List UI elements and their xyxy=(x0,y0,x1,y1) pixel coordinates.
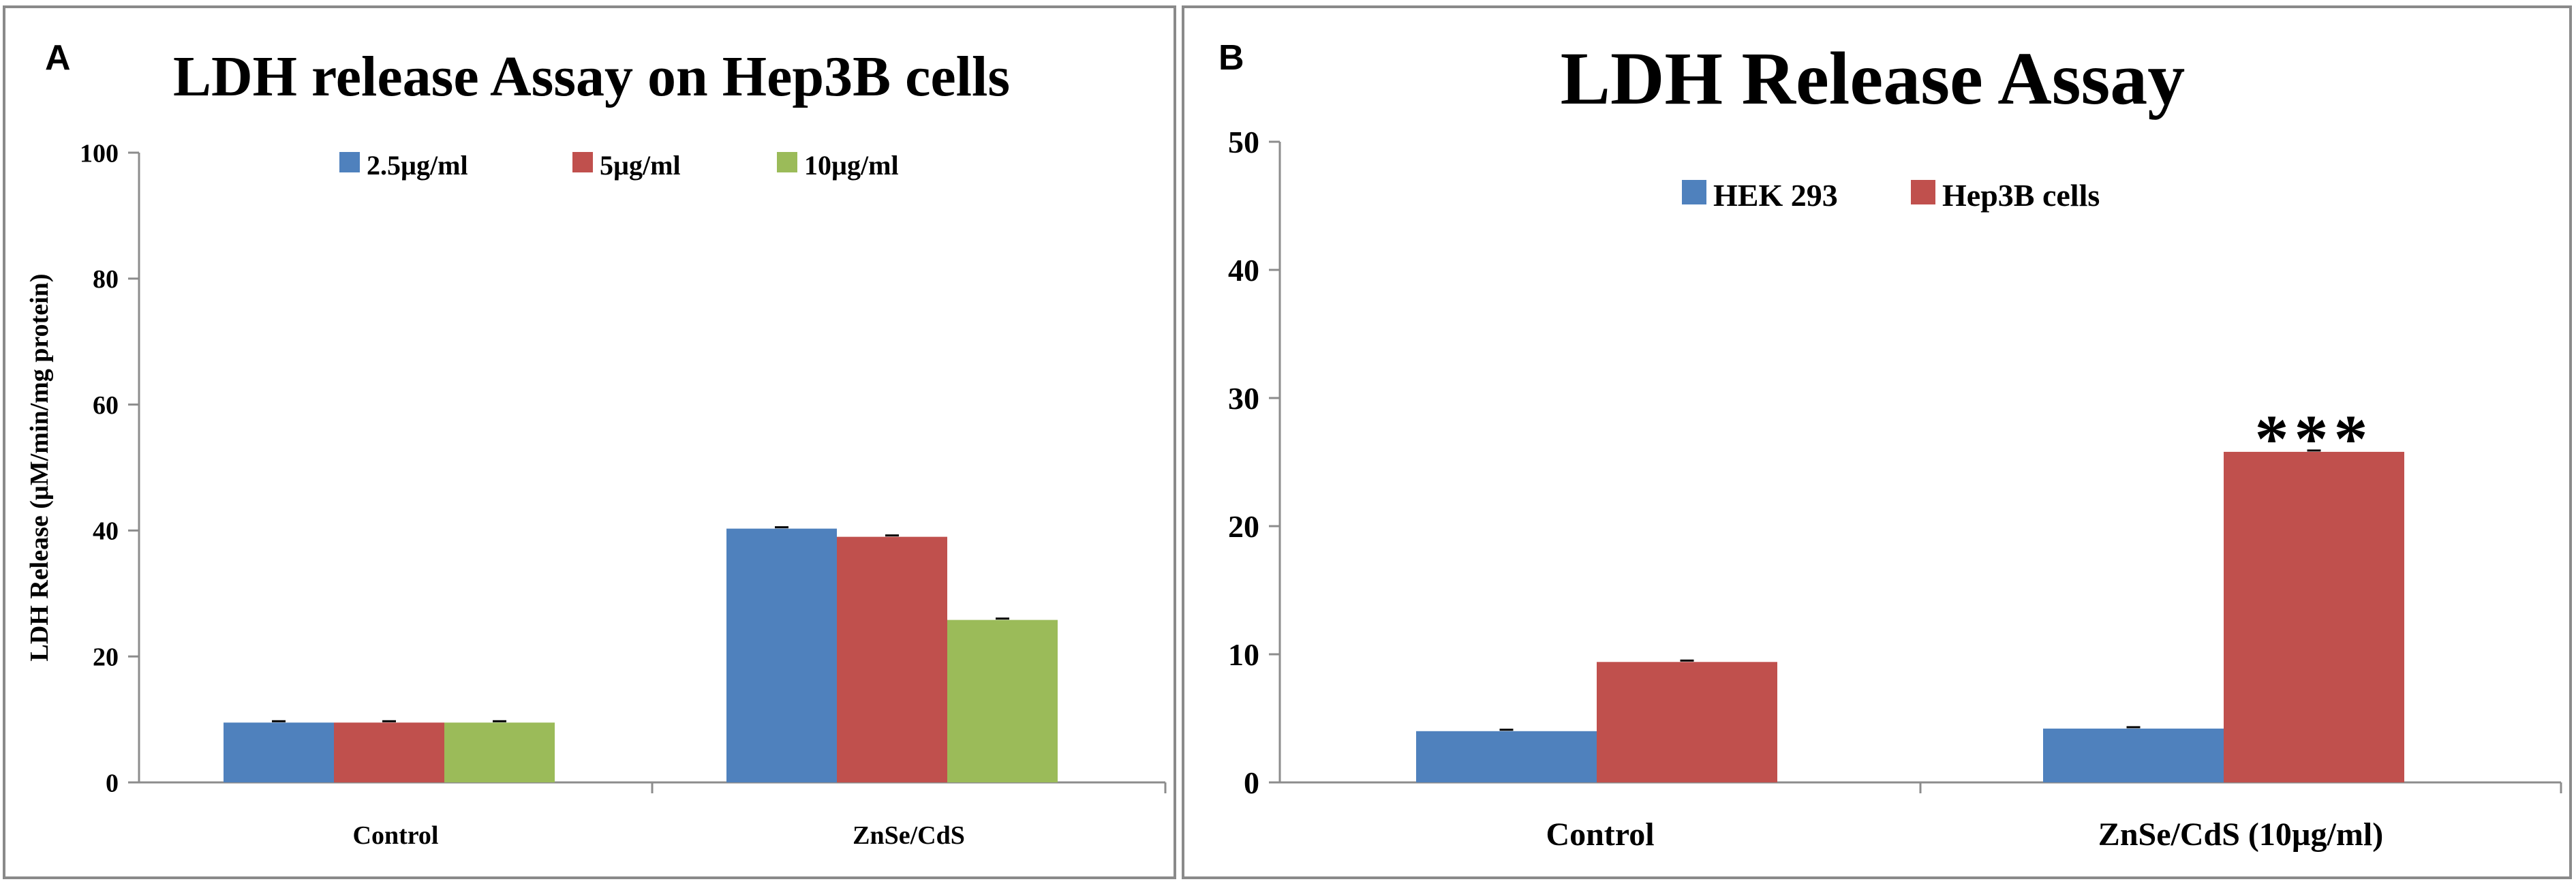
legend-label-b: HEK 293 xyxy=(1713,178,1838,213)
bar-b-1-1 xyxy=(2224,451,2404,782)
legend-label-a: 2.5µg/ml xyxy=(367,150,468,181)
legend-label-a: 5µg/ml xyxy=(600,150,681,181)
panel-label-a: A xyxy=(45,38,71,78)
legend-label-b: Hep3B cells xyxy=(1942,178,2100,213)
significance-annotation-b: *** xyxy=(2255,401,2374,476)
panel-b: B LDH Release Assay 0 10 20 30 40 50 Control ZnSe… xyxy=(1182,5,2572,879)
y-tick-label-a: 20 xyxy=(93,643,119,672)
chart-a: A LDH release Assay on Hep3B cells 0 20 40 60… xyxy=(25,38,1167,850)
bar-b-0-1 xyxy=(2043,729,2224,782)
bar-a-0-0 xyxy=(224,722,334,782)
bar-a-2-1 xyxy=(947,620,1058,782)
legend-swatch-b xyxy=(1911,180,1935,204)
panel-label-b: B xyxy=(1218,38,1244,78)
bar-a-0-1 xyxy=(726,528,837,782)
y-tick-label-a: 40 xyxy=(93,517,119,546)
bar-a-1-1 xyxy=(837,536,947,782)
panel-a: A LDH release Assay on Hep3B cells 0 20 40 60… xyxy=(3,5,1176,879)
legend-swatch-a xyxy=(777,152,797,172)
y-tick-label-b: 20 xyxy=(1228,509,1259,544)
y-tick-label-b: 30 xyxy=(1228,381,1259,416)
y-tick-label-a: 0 xyxy=(106,769,119,797)
chart-b: B LDH Release Assay 0 10 20 30 40 50 Control ZnSe… xyxy=(1218,37,2562,853)
bar-b-1-0 xyxy=(1597,662,1777,782)
y-tick-label-a: 60 xyxy=(93,391,119,420)
legend-swatch-b xyxy=(1682,180,1706,204)
category-label-b: ZnSe/CdS (10µg/ml) xyxy=(2098,816,2383,853)
category-label-b: Control xyxy=(1546,816,1654,853)
y-tick-label-b: 50 xyxy=(1228,125,1259,159)
legend-swatch-a xyxy=(572,152,593,172)
chart-title-b: LDH Release Assay xyxy=(1561,37,2186,120)
y-tick-label-b: 0 xyxy=(1244,765,1259,800)
y-tick-label-a: 80 xyxy=(93,265,119,294)
legend-swatch-a xyxy=(339,152,360,172)
y-tick-label-b: 10 xyxy=(1228,637,1259,672)
legend-label-a: 10µg/ml xyxy=(804,150,899,181)
y-axis-title-a: LDH Release (µM/min/mg protein) xyxy=(25,274,54,662)
chart-title-a: LDH release Assay on Hep3B cells xyxy=(173,45,1010,108)
y-tick-label-a: 100 xyxy=(80,139,119,168)
bar-b-0-0 xyxy=(1416,731,1597,782)
category-label-a: Control xyxy=(353,821,439,850)
bar-a-2-0 xyxy=(444,722,555,782)
category-label-a: ZnSe/CdS xyxy=(853,821,965,850)
y-tick-label-b: 40 xyxy=(1228,253,1259,288)
bar-a-1-0 xyxy=(334,722,444,782)
